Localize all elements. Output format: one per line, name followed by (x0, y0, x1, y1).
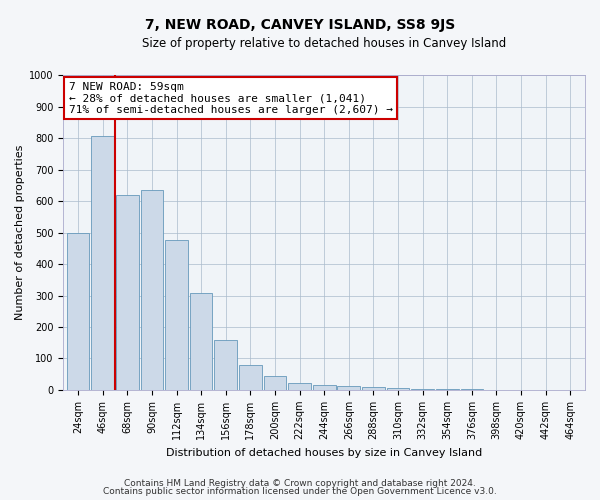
Bar (263, 376, 286, 390)
Bar (239, 366, 262, 390)
Bar (313, 384, 335, 390)
Bar (140, 190, 163, 390)
Text: Contains HM Land Registry data © Crown copyright and database right 2024.: Contains HM Land Registry data © Crown c… (124, 478, 476, 488)
Bar (165, 240, 188, 390)
Bar (67, 232, 89, 390)
Text: 7 NEW ROAD: 59sqm
← 28% of detached houses are smaller (1,041)
71% of semi-detac: 7 NEW ROAD: 59sqm ← 28% of detached hous… (68, 82, 392, 115)
X-axis label: Distribution of detached houses by size in Canvey Island: Distribution of detached houses by size … (166, 448, 482, 458)
Text: 7, NEW ROAD, CANVEY ISLAND, SS8 9JS: 7, NEW ROAD, CANVEY ISLAND, SS8 9JS (145, 18, 455, 32)
Text: Contains public sector information licensed under the Open Government Licence v3: Contains public sector information licen… (103, 487, 497, 496)
Title: Size of property relative to detached houses in Canvey Island: Size of property relative to detached ho… (142, 38, 506, 51)
Bar (214, 340, 237, 390)
Bar (288, 383, 311, 390)
Bar (362, 387, 385, 390)
Bar (337, 386, 360, 390)
Bar (91, 136, 114, 390)
Bar (116, 195, 139, 390)
Bar (190, 294, 212, 390)
Bar (386, 388, 409, 390)
Y-axis label: Number of detached properties: Number of detached properties (15, 145, 25, 320)
Bar (411, 389, 434, 390)
